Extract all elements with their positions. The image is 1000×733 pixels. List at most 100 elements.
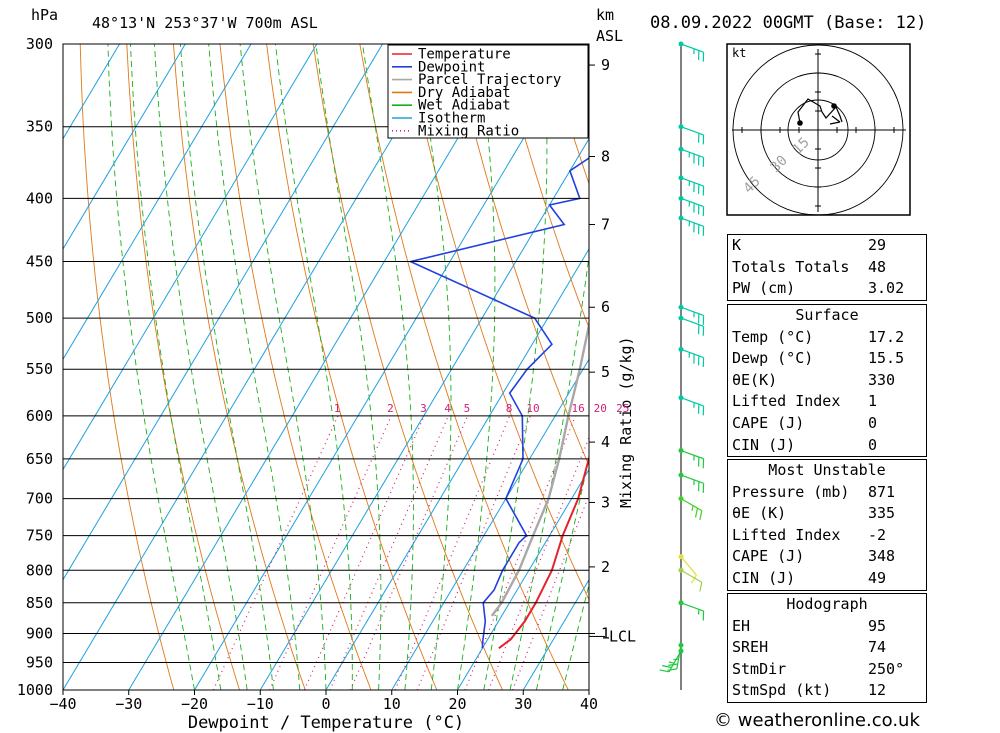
wind-barb-staff xyxy=(680,317,704,327)
wind-barb-flag xyxy=(699,582,703,592)
height-tick-label: 5 xyxy=(601,363,610,381)
mu-li-value: -2 xyxy=(868,525,887,544)
pressure-tick-label: 1000 xyxy=(17,681,53,699)
asl-unit-label: ASL xyxy=(596,27,623,45)
dry-adiabat xyxy=(359,44,569,690)
x-tick-label: −20 xyxy=(181,695,208,713)
mixing-ratio-axis-label: Mixing Ratio (g/kg) xyxy=(617,336,635,508)
isotherm xyxy=(391,358,589,690)
surface-table: Surface Temp (°C) 17.2 Dewp (°C) 15.5 θE(K… xyxy=(727,304,927,458)
storm-motion-arrow xyxy=(829,115,841,125)
hodograph-end-dot xyxy=(831,103,837,109)
hodograph-trace xyxy=(797,98,843,124)
surface-title: Surface xyxy=(795,306,859,324)
dry-adiabat xyxy=(966,44,1000,690)
wind-barb-staff xyxy=(680,449,704,460)
wind-barb-staff xyxy=(680,556,697,576)
mixing-ratio-label: 25 xyxy=(616,402,629,415)
surface-cin-value: 0 xyxy=(868,435,878,454)
wet-adiabat xyxy=(416,44,452,690)
stmdir-value: 250° xyxy=(868,659,905,678)
surface-temp-value: 17.2 xyxy=(868,327,905,346)
mixing-ratio-line xyxy=(511,493,589,690)
km-unit-label: km xyxy=(596,6,614,24)
isotherm xyxy=(457,468,589,690)
legend-item-label: Temperature xyxy=(418,47,511,63)
pressure-tick-label: 550 xyxy=(26,360,53,378)
wind-barb-half xyxy=(691,505,694,511)
height-tick-label: 2 xyxy=(601,558,610,576)
mu-cin-label: CIN (J) xyxy=(732,568,796,587)
wind-barb-staff xyxy=(680,602,704,612)
footer-credit[interactable]: © weatheronline.co.uk xyxy=(714,710,920,731)
surface-cape-label: CAPE (J) xyxy=(732,413,805,432)
wind-barb-staff xyxy=(668,650,682,673)
pressure-tick-label: 700 xyxy=(26,490,53,508)
wet-adiabat xyxy=(509,252,589,690)
height-tick-label: 8 xyxy=(601,148,610,166)
mu-pressure-value: 871 xyxy=(868,482,896,501)
series-line-temperature xyxy=(498,455,589,650)
wind-barb-staff xyxy=(680,569,703,583)
wind-barb-staff xyxy=(680,126,704,136)
surface-cape-value: 0 xyxy=(868,413,878,432)
wet-adiabat xyxy=(362,44,414,690)
pressure-tick-label: 450 xyxy=(26,253,53,271)
pressure-tick-label: 900 xyxy=(26,624,53,642)
wind-barb-flag xyxy=(699,510,703,521)
hodograph-table-title: Hodograph xyxy=(786,595,868,613)
wind-barb-flag xyxy=(667,668,677,671)
plot-frame xyxy=(62,43,590,691)
height-tick-label: 7 xyxy=(601,216,610,234)
pressure-tick-label: 500 xyxy=(26,309,53,327)
mixing-ratio-label: 10 xyxy=(526,402,539,415)
x-tick-label: 40 xyxy=(580,695,598,713)
mu-cape-label: CAPE (J) xyxy=(732,547,805,566)
totals-value: 48 xyxy=(868,257,887,276)
mixing-ratio-labels: 1 2 3 4 5 8 10 16 20 25 xyxy=(334,402,629,415)
legend-item-label: Parcel Trajectory xyxy=(418,72,561,88)
x-tick-label: −10 xyxy=(247,695,274,713)
wind-barb-staff xyxy=(680,397,704,407)
mu-theta-value: 335 xyxy=(868,504,896,523)
x-tick-label: 10 xyxy=(383,695,401,713)
legend-item-label: Wet Adiabat xyxy=(418,98,511,114)
wind-barb-staff xyxy=(680,217,704,227)
hodograph-unit-label: kt xyxy=(732,46,746,60)
pressure-tick-label: 300 xyxy=(26,35,53,53)
surface-theta-label: θE(K) xyxy=(732,370,778,389)
mixing-ratio-line xyxy=(269,415,392,690)
x-tick-label: −40 xyxy=(49,695,76,713)
dry-adiabat xyxy=(499,44,589,329)
stmspd-value: 12 xyxy=(868,681,887,700)
stmdir-label: StmDir xyxy=(732,659,787,678)
legend-item-label: Mixing Ratio xyxy=(418,123,519,139)
isotherm xyxy=(63,44,449,690)
pressure-tick-label: 350 xyxy=(26,118,53,136)
isotherm xyxy=(259,137,589,690)
most-unstable-table: Most Unstable Pressure (mb) 871 θE (K) 335… xyxy=(727,459,927,591)
mixing-ratio-line xyxy=(303,415,425,690)
eh-label: EH xyxy=(732,616,751,635)
surface-dewp-value: 15.5 xyxy=(868,349,905,368)
wind-barb-staff xyxy=(680,197,704,208)
mixing-ratio-label: 8 xyxy=(506,402,513,415)
wind-barb-flag xyxy=(690,574,697,584)
location-title: 48°13'N 253°37'W 700m ASL xyxy=(92,14,318,32)
pressure-tick-label: 800 xyxy=(26,561,53,579)
x-tick-label: 0 xyxy=(321,695,330,713)
surface-theta-value: 330 xyxy=(868,370,896,389)
mixing-ratio-line xyxy=(329,415,449,690)
pressure-unit-label: hPa xyxy=(31,6,58,24)
wind-barb-staff xyxy=(680,498,703,512)
isotherm xyxy=(63,44,318,471)
isotherm xyxy=(128,44,515,690)
wind-barb-staff xyxy=(680,177,704,187)
wind-profile xyxy=(659,41,705,690)
wet-adiabat xyxy=(457,44,496,690)
lcl-label: LCL xyxy=(609,627,636,645)
wind-barb-staff xyxy=(680,474,704,484)
dry-adiabat xyxy=(266,44,438,690)
mixing-ratio-label: 16 xyxy=(572,402,585,415)
x-tick-label: 20 xyxy=(448,695,466,713)
